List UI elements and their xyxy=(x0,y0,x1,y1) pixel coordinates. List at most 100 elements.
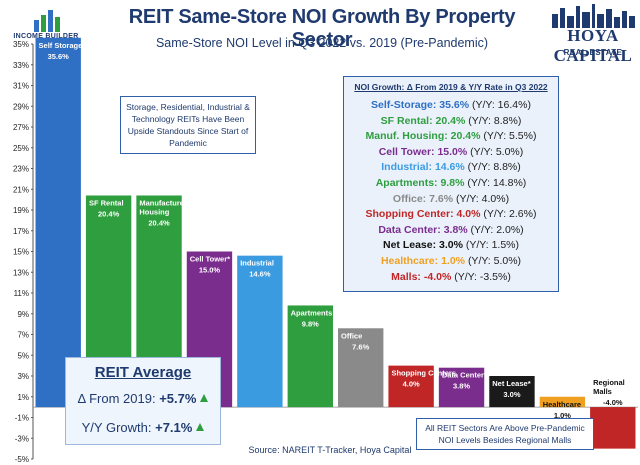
bar-value-label: 20.4% xyxy=(98,209,120,218)
reit-average-box: REIT Average Δ From 2019: +5.7% Y/Y Grow… xyxy=(65,357,221,445)
income-builder-logo: INCOME BUILDER xyxy=(4,6,88,44)
bar-category-label: SF Rental xyxy=(89,198,124,207)
legend-sector-value: 4.0% xyxy=(456,208,481,221)
legend-sector-name: Shopping Center: xyxy=(365,208,454,221)
legend-row: Malls: -4.0% (Y/Y: -3.5%) xyxy=(344,271,558,283)
bar-category-label: Industrial xyxy=(240,259,274,268)
y-tick-label: 11% xyxy=(14,289,29,298)
legend-yy-rate: (Y/Y: 8.8%) xyxy=(468,114,522,127)
legend-row: SF Rental: 20.4% (Y/Y: 8.8%) xyxy=(344,115,558,127)
bar-value-label: 35.6% xyxy=(48,52,70,61)
yy-label: Y/Y Growth: xyxy=(81,420,152,435)
bar-category-label: Regional xyxy=(593,378,625,387)
bar-category-label: Data Center* xyxy=(442,371,487,380)
income-builder-logo-icon xyxy=(34,10,60,32)
legend-row: Healthcare: 1.0% (Y/Y: 5.0%) xyxy=(344,255,558,267)
bar-category-label: Housing xyxy=(139,207,169,216)
bars xyxy=(35,37,636,449)
y-tick-label: -1% xyxy=(15,414,29,423)
bar xyxy=(489,376,535,408)
bar-value-label: 15.0% xyxy=(199,266,221,275)
legend-yy-rate: (Y/Y: 4.0%) xyxy=(455,192,510,205)
legend-sector-value: 14.6% xyxy=(434,161,465,174)
bar-value-label: 14.6% xyxy=(249,270,271,279)
bar xyxy=(237,255,283,408)
y-tick-label: 35% xyxy=(13,40,29,49)
up-arrow-icon xyxy=(196,423,205,431)
chart-title: REIT Same-Store NOI Growth By Property S… xyxy=(128,6,516,51)
y-tick-label: 5% xyxy=(17,351,29,360)
up-arrow-icon xyxy=(200,394,209,402)
bar-value-label: 3.8% xyxy=(453,382,470,391)
legend-row: Net Lease: 3.0% (Y/Y: 1.5%) xyxy=(344,239,558,251)
legend-sector-name: Healthcare: xyxy=(380,255,439,267)
delta-value: +5.7% xyxy=(159,391,197,406)
legend-sector-name: Net Lease: xyxy=(383,239,437,252)
bar-value-label: 20.4% xyxy=(148,218,170,227)
bar-value-label: 1.0% xyxy=(554,411,571,420)
y-tick-label: 19% xyxy=(13,206,29,215)
y-tick-label: 9% xyxy=(17,310,29,319)
legend-row: Apartments: 9.8% (Y/Y: 14.8%) xyxy=(344,177,558,189)
bar-value-label: 3.0% xyxy=(503,390,520,399)
legend-row: Cell Tower: 15.0% (Y/Y: 5.0%) xyxy=(344,146,558,158)
bar xyxy=(539,396,586,408)
legend-yy-rate: (Y/Y: 5.0%) xyxy=(470,145,524,158)
y-tick-label: 31% xyxy=(13,82,29,91)
bar-value-label: 7.6% xyxy=(352,342,369,351)
legend-sector-value: 15.0% xyxy=(437,145,468,158)
y-tick-label: 29% xyxy=(13,102,29,111)
legend-yy-rate: (Y/Y: 5.5%) xyxy=(483,130,537,143)
legend-sector-value: 20.4% xyxy=(435,114,466,127)
legend-yy-rate: (Y/Y: 14.8%) xyxy=(467,177,527,189)
bar xyxy=(438,367,485,408)
bar xyxy=(590,407,636,449)
legend-yy-rate: (Y/Y: -3.5%) xyxy=(454,270,511,283)
legend-sector-name: Self-Storage: xyxy=(371,99,437,111)
legend-sector-name: Manuf. Housing: xyxy=(365,130,448,143)
bar-category-label: Self Storage xyxy=(39,41,83,50)
y-tick-label: -3% xyxy=(15,434,29,443)
y-tick-label: 33% xyxy=(13,61,29,70)
hoya-capital-logo: HOYA CAPITAL REAL ESTATE xyxy=(548,4,638,65)
legend-row: Industrial: 14.6% (Y/Y: 8.8%) xyxy=(344,161,558,173)
bar-value-label: 9.8% xyxy=(302,319,319,328)
y-tick-label: 7% xyxy=(17,331,29,340)
bar-category-label: Manufactured xyxy=(139,198,189,207)
hoya-capital-logo-sub: REAL ESTATE xyxy=(563,48,623,57)
legend-sector-value: 20.4% xyxy=(450,130,481,143)
income-builder-logo-text: INCOME BUILDER xyxy=(13,33,79,40)
y-tick-label: -5% xyxy=(15,455,29,464)
legend-sector-value: 3.0% xyxy=(439,239,463,252)
legend-sector-value: 35.6% xyxy=(439,99,470,111)
bar-category-label: Malls xyxy=(593,387,612,396)
yy-value: +7.1% xyxy=(155,420,193,435)
y-tick-label: 23% xyxy=(13,165,29,174)
chart-subtitle: Same-Store NOI Level in Q3 2022 vs. 2019… xyxy=(155,36,489,50)
upside-standouts-note: Storage, Residential, Industrial & Techn… xyxy=(120,96,256,154)
legend-sector-value: 3.8% xyxy=(443,223,468,236)
bar-category-label: Healthcare xyxy=(543,400,581,409)
legend-title: NOI Growth: Δ From 2019 & Y/Y Rate in Q3… xyxy=(354,82,548,92)
legend-sector-name: Malls: xyxy=(391,270,421,283)
delta-label: Δ From 2019: xyxy=(77,391,156,406)
y-axis: -5% -3% -1% 1% 3% 5% 7% 9% 11% 13% 15% 17% 19% 21% 23%… xyxy=(13,40,638,464)
y-tick-label: 27% xyxy=(13,123,29,132)
legend-sector-value: 1.0% xyxy=(441,255,466,267)
bar xyxy=(35,37,81,408)
bar xyxy=(388,365,434,408)
legend-yy-rate: (Y/Y: 2.6%) xyxy=(483,208,537,221)
bar-category-label: Net Lease* xyxy=(492,379,530,388)
bar-value-label: -4.0% xyxy=(603,398,623,407)
legend-row: Office: 7.6% (Y/Y: 4.0%) xyxy=(344,193,558,205)
bar xyxy=(287,305,333,408)
legend-sector-name: Office: xyxy=(392,192,427,205)
legend-sector-name: Data Center: xyxy=(378,223,441,236)
legend-yy-rate: (Y/Y: 16.4%) xyxy=(472,99,531,111)
legend-sector-name: Apartments: xyxy=(375,177,438,189)
legend-row: Manuf. Housing: 20.4% (Y/Y: 5.5%) xyxy=(344,130,558,142)
y-tick-label: 21% xyxy=(13,185,29,194)
y-tick-label: 25% xyxy=(13,144,29,153)
legend-sector-name: Cell Tower: xyxy=(378,145,435,158)
